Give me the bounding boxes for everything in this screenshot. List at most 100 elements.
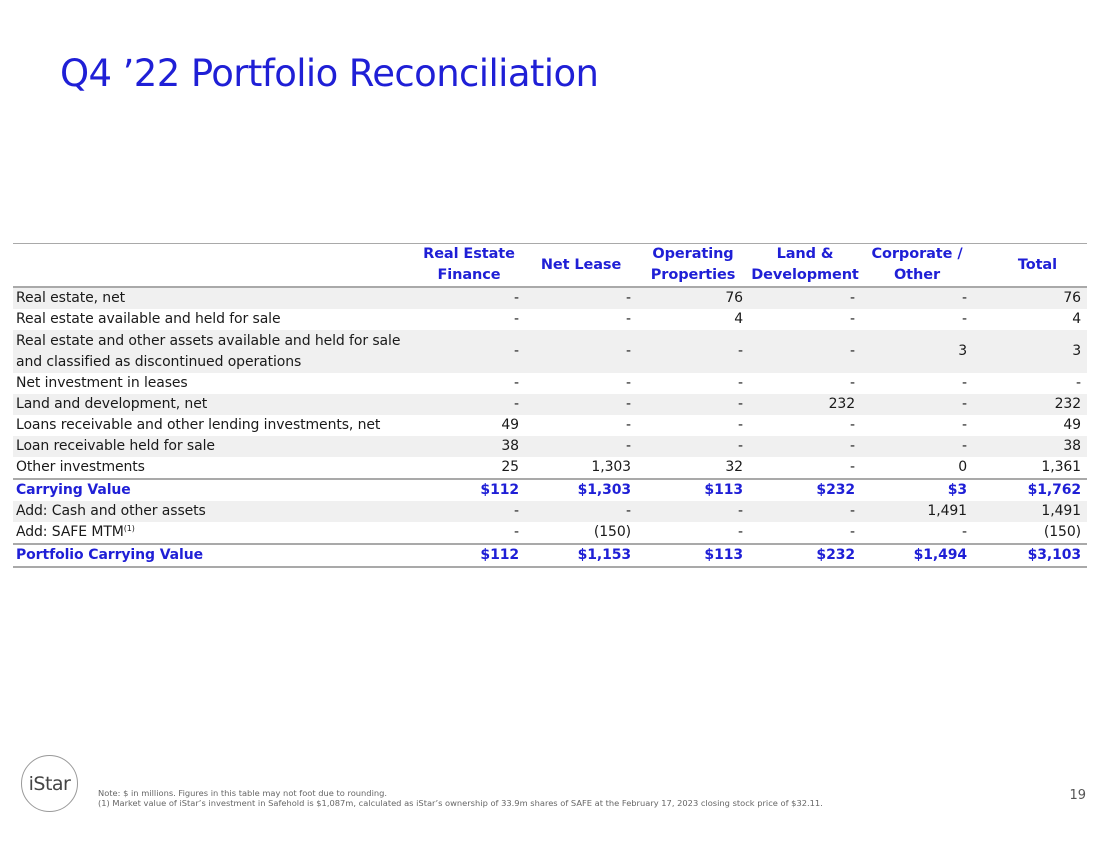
row-label: Carrying Value [13, 478, 413, 501]
cell-value: - [749, 287, 861, 309]
cell-value: 4 [734, 311, 743, 327]
cell-total: $1,762 [973, 478, 1087, 501]
page-title: Q4 ’22 Portfolio Reconciliation [60, 52, 599, 95]
row-label-text: Add: SAFE MTM [16, 524, 124, 540]
cell-value: - [749, 436, 861, 457]
cell-value: $113 [637, 478, 749, 501]
row-label: Land and development, net [13, 394, 413, 415]
table-row: Add: Cash and other assets - - - - 1,491… [13, 501, 1087, 522]
cell-total: 1,491 [973, 501, 1087, 522]
cell-total: - [1076, 375, 1081, 391]
note-safe-mtm: (1) Market value of iStar’s investment i… [98, 798, 823, 808]
cell-value: 32 [725, 459, 743, 475]
row-label: Real estate and other assets available a… [13, 330, 413, 373]
reconciliation-table: Real Estate Finance Net Lease Operating Pr… [13, 243, 1087, 568]
cell-value: - [413, 394, 525, 415]
row-label: Add: Cash and other assets [13, 501, 413, 522]
header-operating-properties: Operating Properties [637, 243, 749, 288]
row-label: Loans receivable and other lending inves… [16, 417, 381, 433]
cell-value: $112 [413, 543, 525, 568]
cell-value: - [637, 394, 749, 415]
footnotes: Note: $ in millions. Figures in this tab… [98, 788, 823, 808]
cell-value: $1,153 [525, 543, 637, 568]
cell-value: 3 [861, 330, 973, 373]
cell-value: $1,494 [861, 543, 973, 568]
cell-value: - [413, 501, 525, 522]
cell-total: 3 [973, 330, 1087, 373]
cell-total: 232 [973, 394, 1087, 415]
header-real-estate-finance: Real Estate Finance [413, 243, 525, 288]
table-row: Loan receivable held for sale 38 - - - -… [13, 436, 1087, 457]
table-row: Real estate available and held for sale … [13, 309, 1087, 330]
table-row: Net investment in leases - - - - - - [13, 373, 1087, 394]
cell-value: 25 [501, 459, 519, 475]
cell-value: - [525, 330, 637, 373]
cell-value: - [525, 501, 637, 522]
cell-value: - [962, 311, 967, 327]
cell-value: - [861, 394, 973, 415]
subtotal-row-carrying-value: Carrying Value $112 $1,303 $113 $232 $3 … [13, 478, 1087, 501]
row-label: Real estate, net [13, 287, 413, 309]
cell-value: - [525, 394, 637, 415]
row-label: Add: SAFE MTM(1) [13, 522, 413, 544]
footnote-ref: (1) [123, 524, 135, 533]
cell-value: - [850, 311, 855, 327]
table-row: Add: SAFE MTM(1) - (150) - - - (150) [13, 522, 1087, 544]
cell-total: 49 [1063, 417, 1081, 433]
cell-value: $1,303 [525, 478, 637, 501]
istar-logo: iStar [21, 755, 78, 812]
page-number: 19 [1069, 788, 1086, 803]
cell-value: 0 [958, 459, 967, 475]
note-rounding: Note: $ in millions. Figures in this tab… [98, 788, 388, 798]
cell-value: 49 [501, 417, 519, 433]
cell-value: 232 [749, 394, 861, 415]
cell-value: - [514, 524, 519, 540]
cell-value: - [861, 287, 973, 309]
row-label: Loan receivable held for sale [13, 436, 413, 457]
cell-value: $3 [861, 478, 973, 501]
cell-value: - [626, 311, 631, 327]
cell-value: - [738, 524, 743, 540]
cell-value: - [626, 375, 631, 391]
table-row: Loans receivable and other lending inves… [13, 415, 1087, 436]
cell-value: - [850, 417, 855, 433]
cell-value: 1,303 [591, 459, 631, 475]
cell-value: - [637, 436, 749, 457]
header-total: Total [973, 243, 1087, 288]
header-blank [13, 243, 413, 288]
cell-value: - [850, 459, 855, 475]
table-row: Real estate, net - - 76 - - 76 [13, 287, 1087, 309]
table-row: Real estate and other assets available a… [13, 330, 1087, 373]
table-row: Other investments 25 1,303 32 - 0 1,361 [13, 457, 1087, 479]
cell-value: - [738, 417, 743, 433]
cell-value: 38 [413, 436, 525, 457]
row-label: Net investment in leases [16, 375, 188, 391]
cell-value: - [749, 501, 861, 522]
row-label: Other investments [16, 459, 145, 475]
logo-text: iStar [28, 772, 71, 795]
cell-value: - [850, 375, 855, 391]
cell-value: - [525, 436, 637, 457]
cell-total: (150) [1043, 524, 1081, 540]
cell-value: - [637, 501, 749, 522]
cell-value: - [637, 330, 749, 373]
cell-value: - [525, 287, 637, 309]
cell-value: (150) [593, 524, 631, 540]
cell-total: 4 [1072, 311, 1081, 327]
cell-total: 76 [973, 287, 1087, 309]
cell-value: 76 [637, 287, 749, 309]
cell-value: - [514, 375, 519, 391]
cell-value: - [626, 417, 631, 433]
cell-value: - [749, 330, 861, 373]
cell-value: 1,491 [861, 501, 973, 522]
row-label: Portfolio Carrying Value [13, 543, 413, 568]
header-corporate-other: Corporate / Other [861, 243, 973, 288]
cell-value: - [413, 287, 525, 309]
cell-value: - [413, 330, 525, 373]
cell-total: 1,361 [1041, 459, 1081, 475]
table-header-row: Real Estate Finance Net Lease Operating Pr… [13, 243, 1087, 288]
total-row-portfolio-carrying-value: Portfolio Carrying Value $112 $1,153 $11… [13, 543, 1087, 568]
header-net-lease: Net Lease [525, 243, 637, 288]
cell-value: - [850, 524, 855, 540]
cell-value: - [514, 311, 519, 327]
